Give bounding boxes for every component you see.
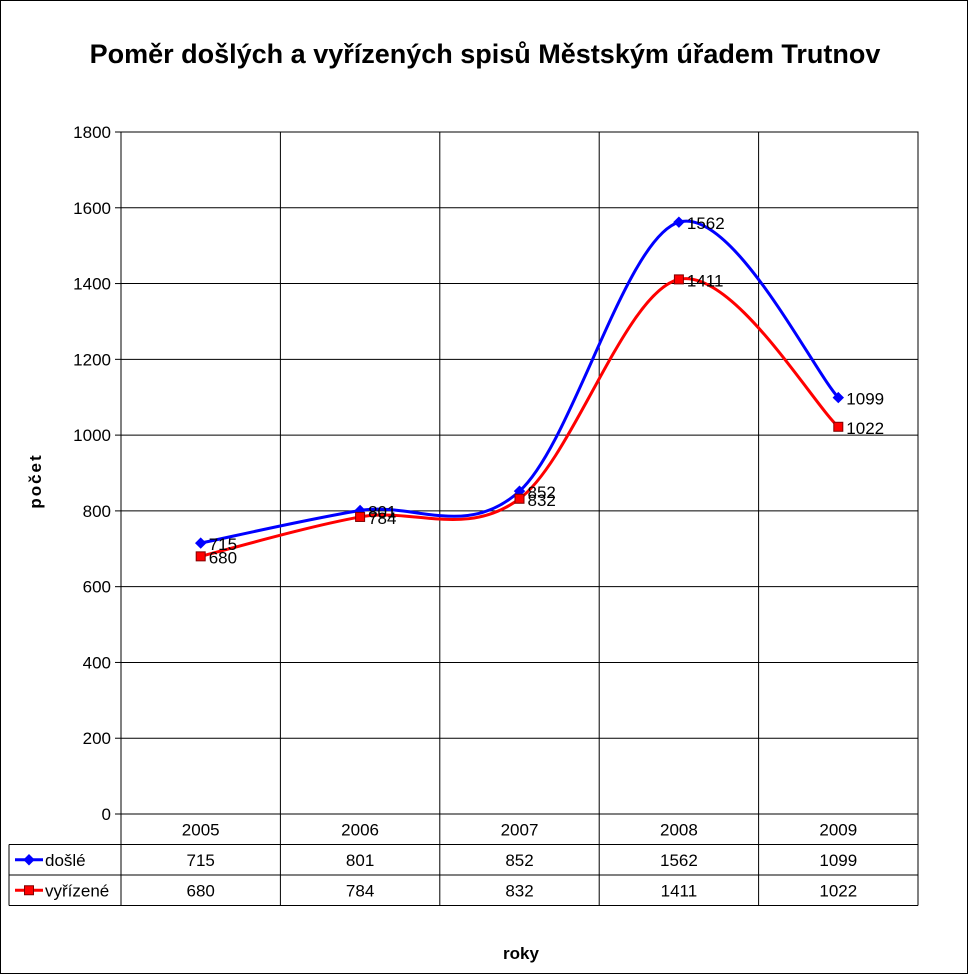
series-1-table-cell: 852 (505, 851, 533, 870)
series-2-legend-marker (24, 885, 34, 896)
series-2-table-cell: 832 (505, 881, 533, 900)
series-2-data-label: 1022 (846, 419, 884, 438)
plot-area (121, 132, 918, 814)
y-tick-label: 0 (102, 805, 111, 824)
chart-title: Poměr došlých a vyřízených spisů Městský… (90, 39, 881, 69)
x-tick-label: 2007 (501, 820, 539, 839)
series-2-point (514, 493, 525, 504)
plot-border (120, 131, 919, 815)
series-1-data-label: 801 (368, 503, 396, 522)
x-tick-label: 2008 (660, 820, 698, 839)
series-2-data-label: 1411 (687, 271, 724, 290)
data-labels: 715 801 852 1562 1099 680 784 832 1411 1022 (209, 214, 884, 567)
series-2-point (833, 421, 844, 432)
series-2-data-label: 832 (528, 491, 556, 510)
series-1-point (194, 537, 207, 549)
y-tick-label: 800 (83, 502, 111, 521)
grid: 0 200 400 600 800 1000 1200 1400 1600 1800 (73, 123, 919, 824)
y-tick-label: 1800 (73, 123, 111, 142)
series-1-data-label: 1099 (846, 390, 884, 409)
y-tick-label: 600 (83, 578, 111, 597)
series-1-point (832, 391, 845, 404)
y-tick-label: 1000 (73, 426, 111, 445)
series-2-point (195, 551, 206, 562)
series-2-point (355, 511, 366, 522)
series-2-data-label: 784 (368, 509, 396, 528)
x-tick-label: 2009 (819, 820, 857, 839)
series-2-data-label: 680 (209, 548, 237, 567)
series-1-data-label: 1562 (687, 214, 725, 233)
y-tick-label: 400 (83, 653, 111, 672)
series-1-legend-marker (23, 854, 35, 866)
series-1-line (200, 219, 840, 545)
data-table: 2005 2006 2007 2008 2009 došlé 715 801 852 1562 10… (8, 814, 919, 906)
series-1-point (673, 216, 685, 228)
series-1-table-cell: 1562 (660, 851, 698, 870)
y-tick-label: 1200 (73, 350, 111, 369)
series-2-table-cell: 1022 (819, 881, 857, 900)
series-1-legend-label: došlé (45, 851, 86, 870)
y-tick-label: 1400 (73, 275, 111, 294)
series-2-table-cell: 1411 (661, 881, 698, 900)
series-1-table-cell: 1099 (819, 851, 857, 870)
series-2-point (673, 274, 684, 285)
series-2-legend-label: vyřízené (45, 881, 109, 900)
series-2-table-cell: 784 (346, 881, 374, 900)
x-tick-label: 2005 (182, 820, 220, 839)
series-2-line (200, 277, 840, 558)
series-1-data-label: 715 (209, 535, 237, 554)
series-1-data-label: 852 (528, 483, 556, 502)
x-tick-label: 2006 (341, 820, 379, 839)
y-tick-label: 1600 (73, 199, 111, 218)
series-layer (120, 131, 919, 815)
series-1-table-cell: 715 (187, 851, 215, 870)
series-2-table-cell: 680 (187, 881, 215, 900)
x-axis-title: roky (503, 944, 539, 963)
y-axis-title: počet (26, 453, 45, 508)
series-1-table-cell: 801 (346, 851, 374, 870)
y-tick-label: 200 (83, 729, 111, 748)
